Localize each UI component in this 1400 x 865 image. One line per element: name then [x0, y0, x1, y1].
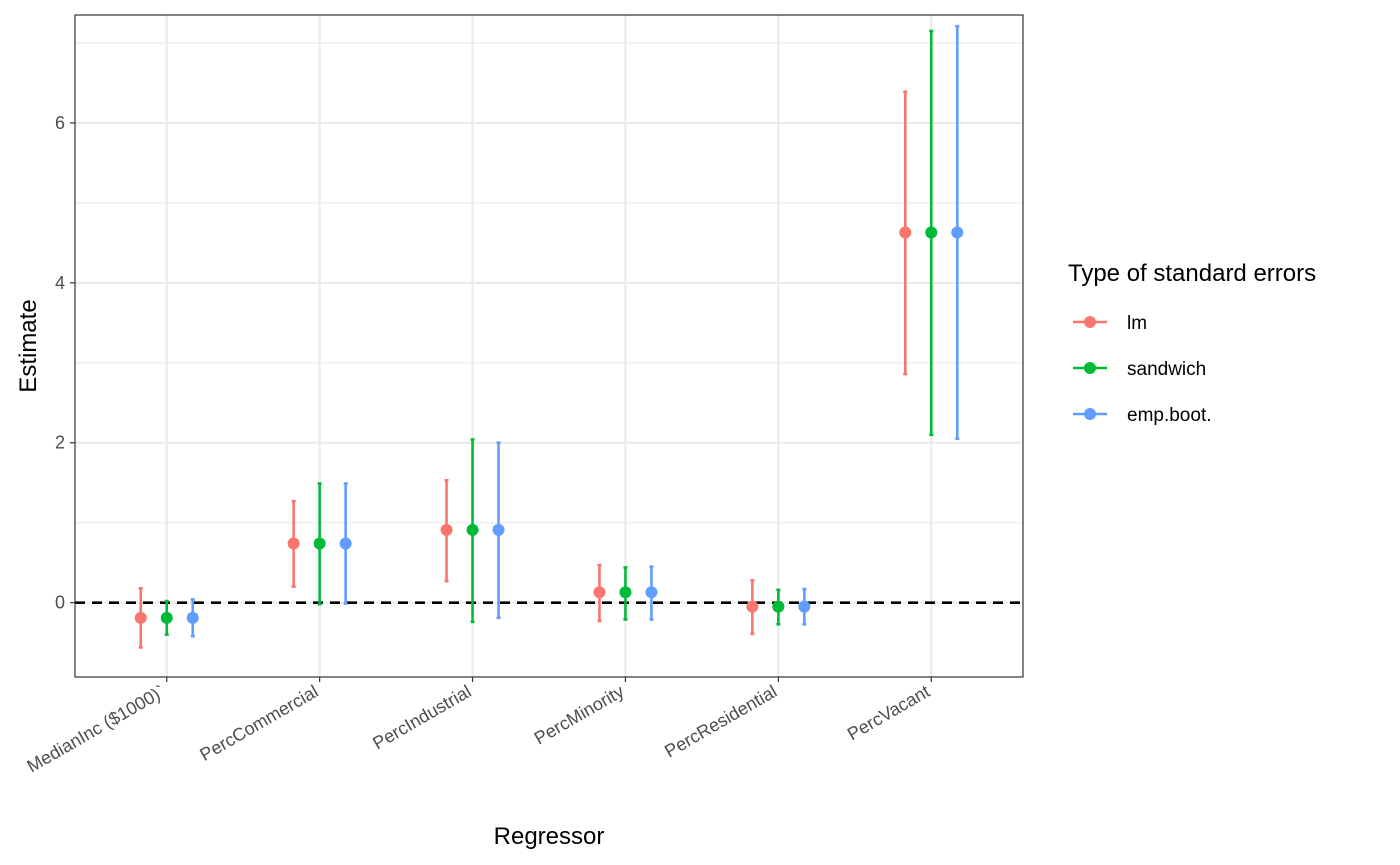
- legend-label: sandwich: [1127, 359, 1206, 380]
- estimate-point-lm: [134, 611, 147, 624]
- x-tick-label: PercMinority: [531, 681, 628, 748]
- x-tick-label: PercResidential: [661, 681, 780, 761]
- estimate-point-empboot: [186, 611, 199, 624]
- estimate-point-sandwich: [925, 226, 938, 239]
- estimate-point-empboot: [339, 537, 352, 550]
- x-tick-label: PercVacant: [844, 681, 933, 744]
- legend: Type of standard errors lm sandwich emp.bo…: [1068, 260, 1316, 426]
- estimate-point-empboot: [492, 523, 505, 536]
- estimate-point-sandwich: [772, 600, 785, 613]
- estimate-point-lm: [593, 586, 606, 599]
- legend-key-point: [1084, 362, 1096, 374]
- estimate-point-sandwich: [313, 537, 326, 550]
- x-tick-label: PercCommercial: [196, 681, 321, 765]
- estimate-point-lm: [899, 226, 912, 239]
- x-axis-title: Regressor: [494, 823, 605, 850]
- y-axis: 0 2 4 6: [55, 113, 75, 613]
- x-tick-label: MedianInc ($1000)`: [24, 681, 169, 776]
- estimate-point-lm: [440, 523, 453, 536]
- plot-marks: [134, 24, 964, 649]
- y-tick-label: 6: [55, 113, 65, 133]
- estimate-point-sandwich: [466, 523, 479, 536]
- grid-minor: [75, 42, 1023, 524]
- legend-key-point: [1084, 316, 1096, 328]
- y-tick-label: 4: [55, 273, 65, 293]
- y-tick-label: 0: [55, 593, 65, 613]
- estimate-point-sandwich: [160, 611, 173, 624]
- y-tick-label: 2: [55, 433, 65, 453]
- estimate-point-empboot: [951, 226, 964, 239]
- x-tick-label: PercIndustrial: [369, 681, 474, 753]
- legend-label: lm: [1127, 313, 1147, 334]
- legend-label: emp.boot.: [1127, 405, 1212, 426]
- legend-title: Type of standard errors: [1068, 260, 1316, 287]
- legend-key-point: [1084, 408, 1096, 420]
- estimate-point-sandwich: [619, 586, 632, 599]
- estimate-point-lm: [287, 537, 300, 550]
- y-axis-title: Estimate: [15, 299, 42, 392]
- panel-background: [75, 15, 1023, 677]
- x-axis: MedianInc ($1000)` PercCommercial PercIndu…: [24, 677, 933, 777]
- estimate-point-empboot: [645, 586, 658, 599]
- estimate-point-lm: [746, 600, 759, 613]
- panel-border: [74, 14, 1024, 678]
- estimate-point-empboot: [798, 600, 811, 613]
